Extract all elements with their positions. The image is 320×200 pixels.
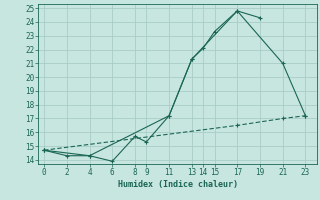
X-axis label: Humidex (Indice chaleur): Humidex (Indice chaleur) bbox=[118, 180, 238, 189]
